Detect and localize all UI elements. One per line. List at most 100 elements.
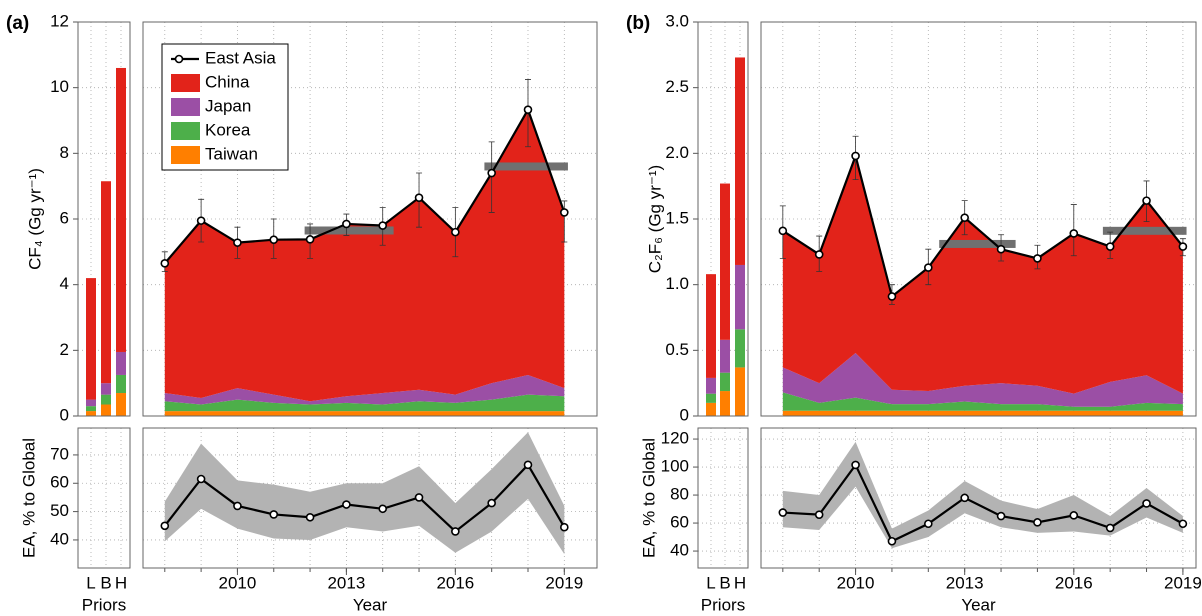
point <box>1178 242 1188 251</box>
y-tick-label: 8 <box>60 143 69 162</box>
prior-bar <box>706 377 716 394</box>
point <box>414 493 424 502</box>
point <box>1142 499 1151 508</box>
x-axis-label: Year <box>353 595 388 614</box>
y-axis-label: EA, % to Global <box>639 438 658 558</box>
area <box>782 392 1183 411</box>
point <box>1069 229 1079 238</box>
point <box>233 501 242 511</box>
prior-bar <box>86 278 96 400</box>
y-tick-label: 2 <box>60 340 69 359</box>
point <box>414 193 424 202</box>
point <box>342 219 351 229</box>
x-axis-label: Priors <box>82 595 126 614</box>
x-tick-label: 2013 <box>946 573 984 592</box>
point <box>1178 519 1188 529</box>
uncertainty-band <box>782 441 1183 549</box>
panel-label: (a) <box>6 13 29 34</box>
y-axis-label: CF₄ (Gg yr⁻¹) <box>25 168 44 270</box>
point <box>160 259 170 268</box>
point <box>814 510 824 519</box>
prior-bar <box>720 339 730 373</box>
y-tick-label: 40 <box>50 529 69 548</box>
y-tick-label: 6 <box>60 208 69 227</box>
y-tick-label: 1.5 <box>665 208 689 227</box>
y-tick-label: 70 <box>50 444 69 463</box>
plot-frame <box>142 427 598 569</box>
y-tick-label: 0 <box>680 405 689 424</box>
point <box>960 213 969 222</box>
y-tick-label: 80 <box>670 485 689 504</box>
point <box>1105 523 1115 533</box>
y-tick-label: 10 <box>50 77 69 96</box>
legend-label: Korea <box>205 120 251 139</box>
x-axis-label: Priors <box>701 595 745 614</box>
point <box>378 221 388 230</box>
point <box>924 263 933 272</box>
y-tick-label: 60 <box>670 513 689 532</box>
y-tick-label: 0.5 <box>665 340 689 359</box>
point <box>487 168 496 178</box>
reference-bar <box>939 239 1016 248</box>
prior-bar <box>735 367 745 416</box>
point <box>451 227 460 237</box>
point <box>523 105 533 114</box>
point <box>378 504 388 514</box>
point <box>887 536 897 546</box>
y-tick-label: 0 <box>60 405 69 424</box>
prior-bar <box>720 391 730 416</box>
prior-bar <box>706 274 716 378</box>
point <box>996 244 1006 254</box>
y-tick-label: 40 <box>670 541 689 560</box>
point <box>851 151 860 161</box>
y-tick-label: 120 <box>661 429 689 448</box>
prior-bar <box>101 181 111 384</box>
area <box>782 410 1183 416</box>
x-tick-label: 2016 <box>1055 573 1093 592</box>
prior-bar <box>101 383 111 395</box>
panel-label: (b) <box>626 13 650 34</box>
legend-swatch <box>171 98 200 116</box>
point <box>560 208 569 217</box>
error-bar <box>561 200 568 243</box>
point <box>269 235 279 244</box>
share-line <box>782 462 1184 543</box>
point <box>851 460 860 470</box>
prior-bar <box>86 399 96 407</box>
plot-frame <box>760 427 1197 569</box>
y-tick-label: 50 <box>50 501 69 520</box>
point <box>778 508 788 517</box>
x-tick-label: L <box>86 573 95 592</box>
x-tick-label: 2010 <box>837 573 875 592</box>
y-tick-label: 12 <box>50 11 69 30</box>
y-tick-label: 1.0 <box>665 274 689 293</box>
y-tick-label: 2.0 <box>665 143 689 162</box>
reference-bar <box>304 226 394 235</box>
point <box>996 511 1006 521</box>
point <box>887 292 897 301</box>
legend-label: East Asia <box>205 48 276 67</box>
plot-frame <box>77 21 131 417</box>
y-tick-label: 4 <box>60 274 69 293</box>
x-tick-label: 2010 <box>219 573 257 592</box>
share-line <box>163 463 566 533</box>
prior-bar <box>116 351 126 375</box>
point <box>233 238 242 247</box>
total-line <box>163 107 566 265</box>
point <box>487 498 496 508</box>
point <box>778 226 788 236</box>
point <box>1142 196 1151 205</box>
area <box>164 394 565 412</box>
reference-bar <box>484 162 568 171</box>
point <box>560 522 569 532</box>
x-tick-label: H <box>734 573 746 592</box>
legend-swatch <box>171 74 200 92</box>
plot-frame <box>760 21 1197 417</box>
point <box>196 216 206 225</box>
point <box>924 519 933 529</box>
legend-label: China <box>205 72 250 91</box>
x-tick-label: 2013 <box>327 573 365 592</box>
prior-bar <box>86 406 96 412</box>
x-tick-label: L <box>706 573 715 592</box>
